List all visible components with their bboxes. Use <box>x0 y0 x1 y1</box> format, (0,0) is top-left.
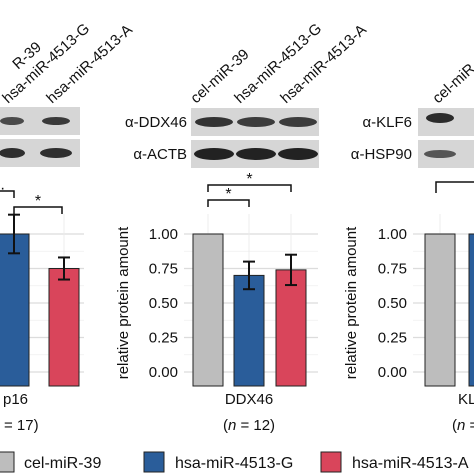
blot-band-middle-top-2 <box>237 117 275 127</box>
y-axis-label-middle: relative protein amount <box>115 226 132 379</box>
blot-label-right-top: α-KLF6 <box>362 114 412 131</box>
middle-y-tick-label: 0.25 <box>149 330 178 347</box>
right-bar-1 <box>424 233 456 387</box>
blot-label-right-bottom: α-HSP90 <box>351 146 412 163</box>
bars-middle: ** <box>192 171 307 387</box>
middle-bar-3 <box>275 269 307 387</box>
blot-band-middle-bottom-2 <box>236 148 276 160</box>
left-significance-bracket-2 <box>13 206 63 214</box>
blot-band-middle-bottom-1 <box>194 148 234 160</box>
axis-label-middle: DDX46 <box>225 391 273 408</box>
right-y-tick-label: 0.50 <box>378 295 407 312</box>
blot-band-left-top-1 <box>0 117 24 125</box>
panel-right: cel-miR α-KLF6 α-HSP90 relative protein … <box>343 60 474 434</box>
middle-y-tick-label: 0.00 <box>149 364 178 381</box>
panel-left: R-39 hsa-miR-4513-G hsa-miR-4513-A **· p… <box>0 20 136 434</box>
blot-label-middle-top: α-DDX46 <box>125 114 187 131</box>
left-bar-2 <box>0 233 30 387</box>
right-y-tick-label: 1.00 <box>378 226 407 243</box>
y-axis-label-right: relative protein amount <box>343 226 360 379</box>
middle-bar-2 <box>233 274 265 387</box>
middle-y-tick-label: 0.50 <box>149 295 178 312</box>
middle-significance-bracket-1 <box>207 199 250 207</box>
legend: cel-miR-39 hsa-miR-4513-G hsa-miR-4513-A <box>0 451 469 473</box>
blot-band-middle-top-3 <box>279 117 317 127</box>
right-y-tick-label: 0.00 <box>378 364 407 381</box>
axis-label-right-partial: KL <box>458 391 474 408</box>
middle-bar-1 <box>192 233 224 387</box>
blot-band-right-bottom-1 <box>424 150 456 158</box>
middle-y-tick-label: 1.00 <box>149 226 178 243</box>
y-ticks-right: 1.00 0.75 0.50 0.25 0.00 <box>378 226 407 381</box>
middle-significance-star-2: * <box>246 171 252 188</box>
legend-swatch-hsa-mir-4513-a <box>320 451 342 473</box>
right-y-tick-label: 0.75 <box>378 261 407 278</box>
legend-swatch-hsa-mir-4513-g <box>143 451 165 473</box>
blot-band-left-bottom-2 <box>40 148 72 158</box>
bars-left: **· <box>0 180 80 387</box>
n-label-right-partial: (n = <box>452 417 474 434</box>
blot-band-left-top-2 <box>42 117 70 125</box>
significance-bracket-right <box>435 181 474 193</box>
bars-right <box>424 233 474 387</box>
blot-band-middle-top-1 <box>195 117 233 127</box>
y-ticks-middle: 1.00 0.75 0.50 0.25 0.00 <box>149 226 178 381</box>
left-partial-tick: · <box>0 180 5 197</box>
middle-significance-star-1: * <box>225 186 231 203</box>
blot-band-right-top-1 <box>426 113 454 123</box>
lane-label-right-1: cel-miR <box>429 60 474 107</box>
middle-significance-bracket-2 <box>207 184 292 192</box>
n-label-middle: (n = 12) <box>223 417 275 434</box>
axis-label-left-partial: p16 <box>3 391 28 408</box>
right-bar-2 <box>468 233 474 387</box>
legend-swatch-cel-mir-39 <box>0 451 15 473</box>
n-label-left-partial: = 17) <box>4 417 39 434</box>
blot-label-middle-bottom: α-ACTB <box>133 146 187 163</box>
blot-band-middle-bottom-3 <box>278 148 318 160</box>
right-y-tick-label: 0.25 <box>378 330 407 347</box>
legend-label-hsa-mir-4513-g: hsa-miR-4513-G <box>175 455 293 472</box>
left-significance-bracket-1 <box>0 190 15 198</box>
blot-band-left-bottom-1 <box>0 148 25 158</box>
middle-y-tick-label: 0.75 <box>149 261 178 278</box>
panel-middle: cel-miR-39 hsa-miR-4513-G hsa-miR-4513-A… <box>115 20 370 434</box>
legend-label-cel-mir-39: cel-miR-39 <box>24 455 101 472</box>
legend-label-hsa-mir-4513-a: hsa-miR-4513-A <box>352 455 469 472</box>
left-bar-3 <box>48 268 80 387</box>
left-significance-star-2: * <box>35 193 41 210</box>
